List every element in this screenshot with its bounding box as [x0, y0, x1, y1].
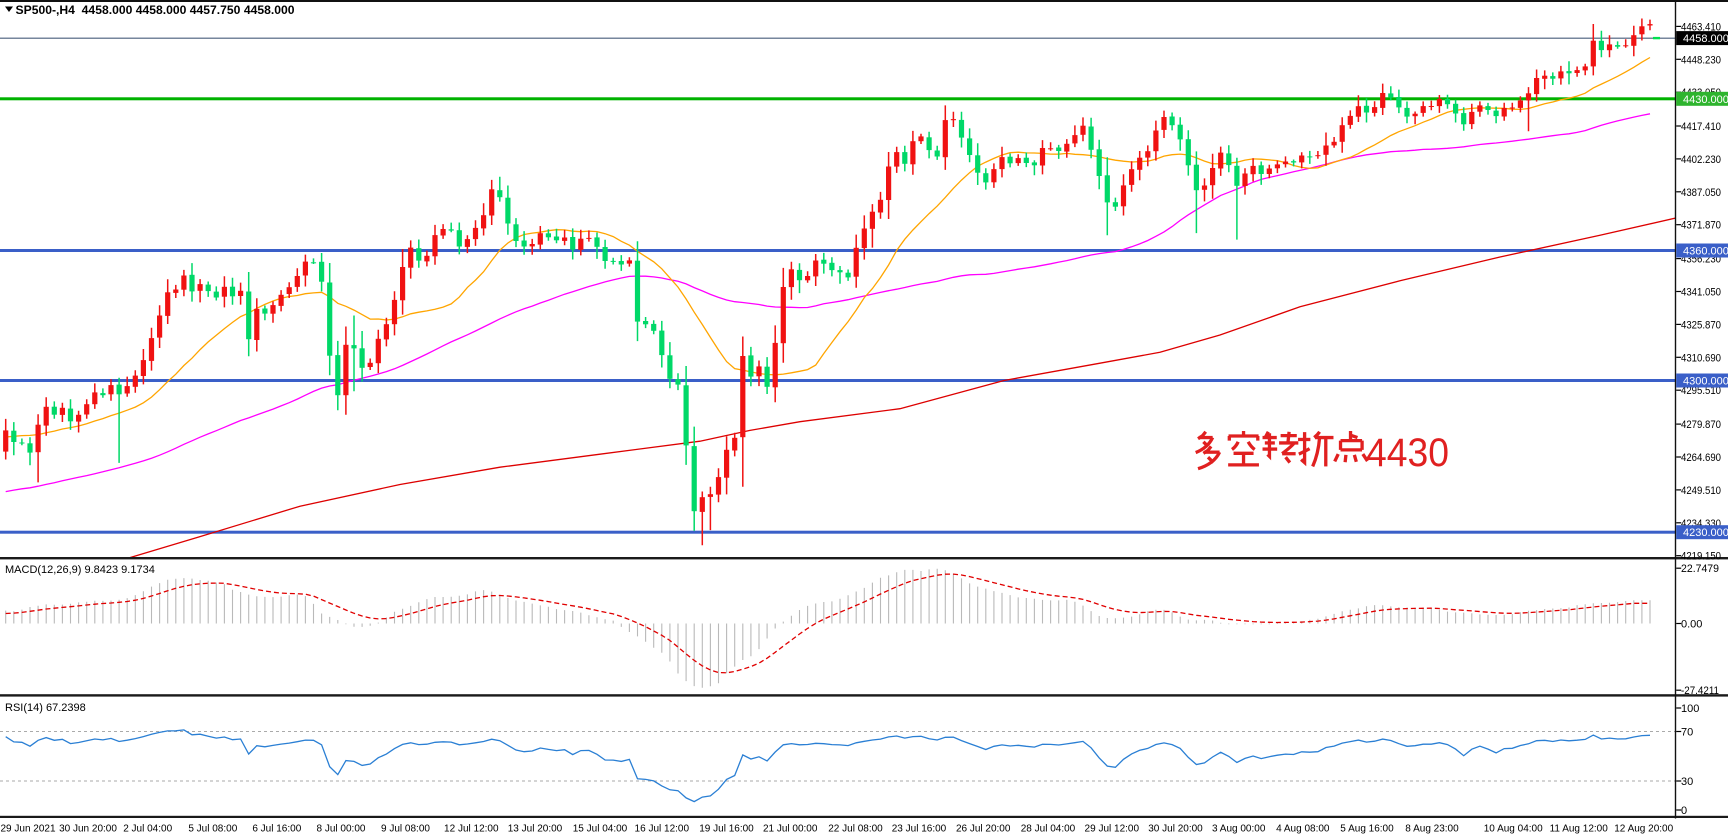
svg-text:19 Jul 16:00: 19 Jul 16:00	[699, 824, 754, 835]
svg-text:10 Aug 04:00: 10 Aug 04:00	[1484, 824, 1543, 835]
svg-text:100: 100	[1681, 703, 1699, 715]
svg-text:RSI(14) 67.2398: RSI(14) 67.2398	[5, 702, 86, 714]
svg-text:4430.000: 4430.000	[1683, 94, 1728, 106]
svg-text:9 Jul 08:00: 9 Jul 08:00	[381, 824, 430, 835]
svg-text:4448.230: 4448.230	[1681, 54, 1721, 66]
svg-text:6 Jul 16:00: 6 Jul 16:00	[252, 824, 301, 835]
svg-text:MACD(12,26,9) 9.8423 9.1734: MACD(12,26,9) 9.8423 9.1734	[5, 564, 155, 576]
svg-text:30 Jun 20:00: 30 Jun 20:00	[59, 824, 117, 835]
svg-text:4230.000: 4230.000	[1683, 527, 1728, 539]
svg-text:-27.4211: -27.4211	[1681, 685, 1719, 697]
svg-text:4264.690: 4264.690	[1681, 452, 1721, 464]
svg-text:4463.410: 4463.410	[1681, 21, 1721, 33]
svg-text:4279.870: 4279.870	[1681, 419, 1721, 431]
svg-text:0.00: 0.00	[1681, 619, 1702, 631]
svg-text:4310.690: 4310.690	[1681, 352, 1721, 364]
svg-text:4249.510: 4249.510	[1681, 485, 1721, 497]
svg-text:13 Jul 20:00: 13 Jul 20:00	[508, 824, 563, 835]
svg-text:16 Jul 12:00: 16 Jul 12:00	[635, 824, 690, 835]
svg-text:26 Jul 20:00: 26 Jul 20:00	[956, 824, 1011, 835]
svg-text:30: 30	[1681, 776, 1693, 788]
svg-text:5 Aug 16:00: 5 Aug 16:00	[1340, 824, 1394, 835]
svg-text:4300.000: 4300.000	[1683, 376, 1728, 388]
svg-text:12 Jul 12:00: 12 Jul 12:00	[444, 824, 499, 835]
svg-text:4 Aug 08:00: 4 Aug 08:00	[1276, 824, 1330, 835]
svg-text:4371.870: 4371.870	[1681, 220, 1721, 232]
svg-text:4430: 4430	[1366, 431, 1449, 475]
svg-text:8 Jul 00:00: 8 Jul 00:00	[317, 824, 366, 835]
svg-text:5 Jul 08:00: 5 Jul 08:00	[188, 824, 237, 835]
svg-text:28 Jul 04:00: 28 Jul 04:00	[1021, 824, 1076, 835]
svg-text:8 Aug 23:00: 8 Aug 23:00	[1405, 824, 1459, 835]
svg-text:70: 70	[1681, 727, 1693, 739]
svg-text:29 Jun 2021: 29 Jun 2021	[1, 824, 56, 835]
svg-text:4458.000: 4458.000	[1683, 33, 1728, 45]
svg-text:22 Jul 08:00: 22 Jul 08:00	[828, 824, 883, 835]
svg-text:12 Aug 20:00: 12 Aug 20:00	[1614, 824, 1673, 835]
svg-text:23 Jul 16:00: 23 Jul 16:00	[892, 824, 947, 835]
svg-text:4402.230: 4402.230	[1681, 154, 1721, 166]
svg-text:0: 0	[1681, 805, 1687, 817]
svg-text:22.7479: 22.7479	[1681, 563, 1719, 575]
svg-text:4360.000: 4360.000	[1683, 246, 1728, 258]
svg-text:4341.050: 4341.050	[1681, 287, 1721, 299]
svg-text:SP500-,H4 4458.000 4458.000 4: SP500-,H4 4458.000 4458.000 4457.750 445…	[16, 3, 295, 17]
svg-text:2 Jul 04:00: 2 Jul 04:00	[123, 824, 172, 835]
svg-text:4417.410: 4417.410	[1681, 121, 1721, 133]
svg-text:4219.150: 4219.150	[1681, 551, 1721, 563]
svg-text:21 Jul 00:00: 21 Jul 00:00	[763, 824, 818, 835]
svg-text:3 Aug 00:00: 3 Aug 00:00	[1212, 824, 1266, 835]
svg-text:29 Jul 12:00: 29 Jul 12:00	[1085, 824, 1140, 835]
svg-text:4325.870: 4325.870	[1681, 319, 1721, 331]
svg-text:4295.510: 4295.510	[1681, 385, 1721, 397]
svg-text:4387.050: 4387.050	[1681, 187, 1721, 199]
svg-text:15 Jul 04:00: 15 Jul 04:00	[573, 824, 628, 835]
svg-text:30 Jul 20:00: 30 Jul 20:00	[1148, 824, 1203, 835]
svg-text:11 Aug 12:00: 11 Aug 12:00	[1550, 824, 1609, 835]
